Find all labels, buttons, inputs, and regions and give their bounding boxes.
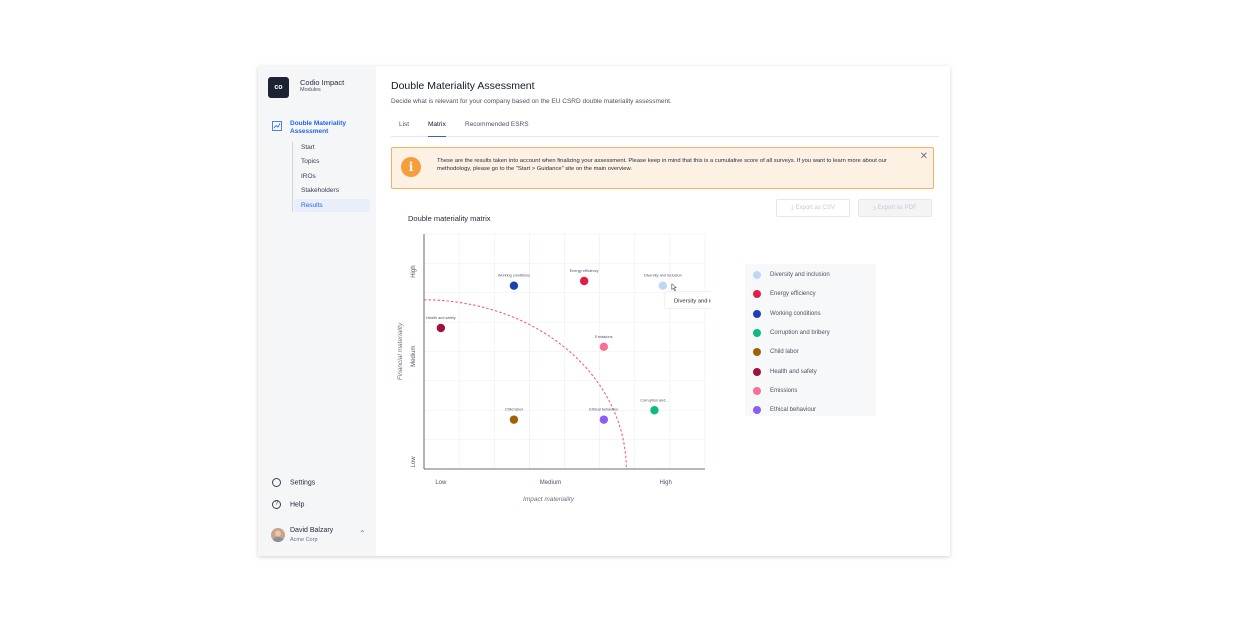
tab-list[interactable]: List [399, 121, 410, 128]
y-tick-label: Medium [411, 346, 417, 367]
x-axis-title: Impact materiality [523, 496, 575, 503]
close-icon[interactable]: ✕ [919, 151, 928, 162]
legend-swatch [753, 328, 761, 337]
point-label: Emissions [595, 335, 612, 339]
tab-matrix[interactable]: Matrix [428, 121, 446, 137]
point-label: Health and safety [426, 316, 456, 320]
point-label: Child labor [505, 408, 524, 412]
tab-recommended-esrs[interactable]: Recommended ESRS [465, 121, 529, 128]
legend-label: Health and safety [770, 368, 817, 375]
export-pdf-label: Export as PDF [877, 205, 917, 211]
data-point[interactable] [579, 276, 589, 286]
legend-label: Ethical behaviour [770, 407, 817, 414]
sidebar-item-stakeholders[interactable]: Stakeholders [301, 187, 339, 194]
sidebar-item-start[interactable]: Start [301, 144, 315, 151]
export-csv-button[interactable]: ⤓ Export as CSV [776, 199, 850, 217]
app-window: co Codio Impact Modules Double Materiali… [258, 66, 950, 556]
data-point[interactable] [599, 342, 609, 351]
materiality-matrix-chart: Low Medium High Low Medium High Impact materia… [397, 233, 711, 503]
chevron-up-icon[interactable]: ⌃ [359, 529, 366, 538]
legend-label: Energy efficiency [770, 291, 816, 298]
alert-text: These are the results taken into account… [437, 158, 887, 172]
legend-swatch [753, 367, 761, 376]
help-icon: ? [272, 500, 281, 509]
legend-label: Working conditions [770, 310, 821, 317]
sidebar-item-results[interactable]: Results [301, 202, 323, 209]
cursor-icon [671, 283, 678, 292]
info-icon: i [401, 157, 421, 177]
avatar-image [272, 530, 284, 542]
settings-label: Settings [290, 479, 316, 487]
data-point[interactable] [509, 415, 519, 424]
tooltip-text: Diversity and inclusion [674, 299, 711, 305]
point-label: Energy efficiency [570, 269, 599, 273]
user-org: Acme Corp [290, 537, 318, 543]
data-point[interactable] [599, 415, 609, 424]
sidebar-item-settings[interactable]: Settings [272, 478, 315, 487]
legend-label: Emissions [770, 387, 798, 394]
avatar[interactable] [271, 528, 285, 542]
download-icon: ⤓ [873, 205, 878, 211]
legend-swatch [753, 406, 761, 415]
legend-swatch [753, 348, 761, 357]
data-point[interactable] [436, 323, 446, 333]
point-label: Diversity and inclusion [644, 274, 682, 278]
x-tick-label: High [659, 480, 671, 486]
page-description: Decide what is relevant for your company… [391, 98, 672, 105]
point-label: Ethical behaviour [589, 408, 619, 412]
gear-icon [272, 478, 281, 487]
data-point[interactable] [658, 281, 668, 290]
x-tick-label: Medium [540, 480, 561, 486]
y-tick-label: Low [411, 456, 417, 468]
sidebar-active-highlight [294, 199, 370, 212]
export-csv-label: Export as CSV [795, 205, 835, 211]
legend-swatch [753, 386, 761, 395]
export-pdf-button[interactable]: ⤓ Export as PDF [858, 199, 932, 217]
app-logo[interactable]: co [268, 77, 289, 98]
sidebar-item-iros[interactable]: IROs [301, 173, 316, 180]
sidebar-section-dma[interactable]: Double Materiality Assessment [290, 120, 346, 135]
tooltip-box [664, 291, 711, 309]
y-tick-label: High [411, 265, 417, 277]
app-subtitle: Modules [300, 87, 321, 93]
point-label: Working conditions [498, 274, 530, 278]
legend-swatch [753, 309, 761, 318]
help-label: Help [290, 501, 305, 509]
legend-label: Child labor [770, 349, 799, 356]
legend-swatch [753, 271, 761, 279]
user-name: David Balzary [290, 527, 334, 534]
sidebar-item-help[interactable]: ? Help [272, 500, 304, 509]
sidebar: co Codio Impact Modules Double Materiali… [258, 66, 376, 556]
data-point[interactable] [650, 406, 659, 415]
x-tick-label: Low [435, 480, 447, 486]
point-label: Corruption and... [640, 398, 668, 402]
legend-swatch [753, 290, 761, 299]
legend-label: Diversity and inclusion [770, 272, 830, 278]
data-point[interactable] [509, 281, 519, 290]
sidebar-item-topics[interactable]: Topics [301, 158, 320, 165]
page-title: Double Materiality Assessment [391, 80, 535, 92]
download-icon: ⤓ [791, 205, 796, 211]
tab-bar: List Matrix Recommended ESRS [391, 121, 939, 137]
sidebar-tree-line [292, 142, 293, 212]
chart-icon [272, 121, 282, 131]
legend-label: Corruption and bribery [770, 329, 830, 336]
info-alert: i These are the results taken into accou… [391, 147, 934, 189]
chart-title: Double materiality matrix [408, 214, 491, 223]
y-axis-title: Financial materiality [397, 322, 404, 380]
threshold-curve [423, 299, 627, 470]
chart-legend: Diversity and inclusion Energy efficiency… [745, 264, 876, 416]
app-name: Codio Impact [300, 78, 345, 87]
